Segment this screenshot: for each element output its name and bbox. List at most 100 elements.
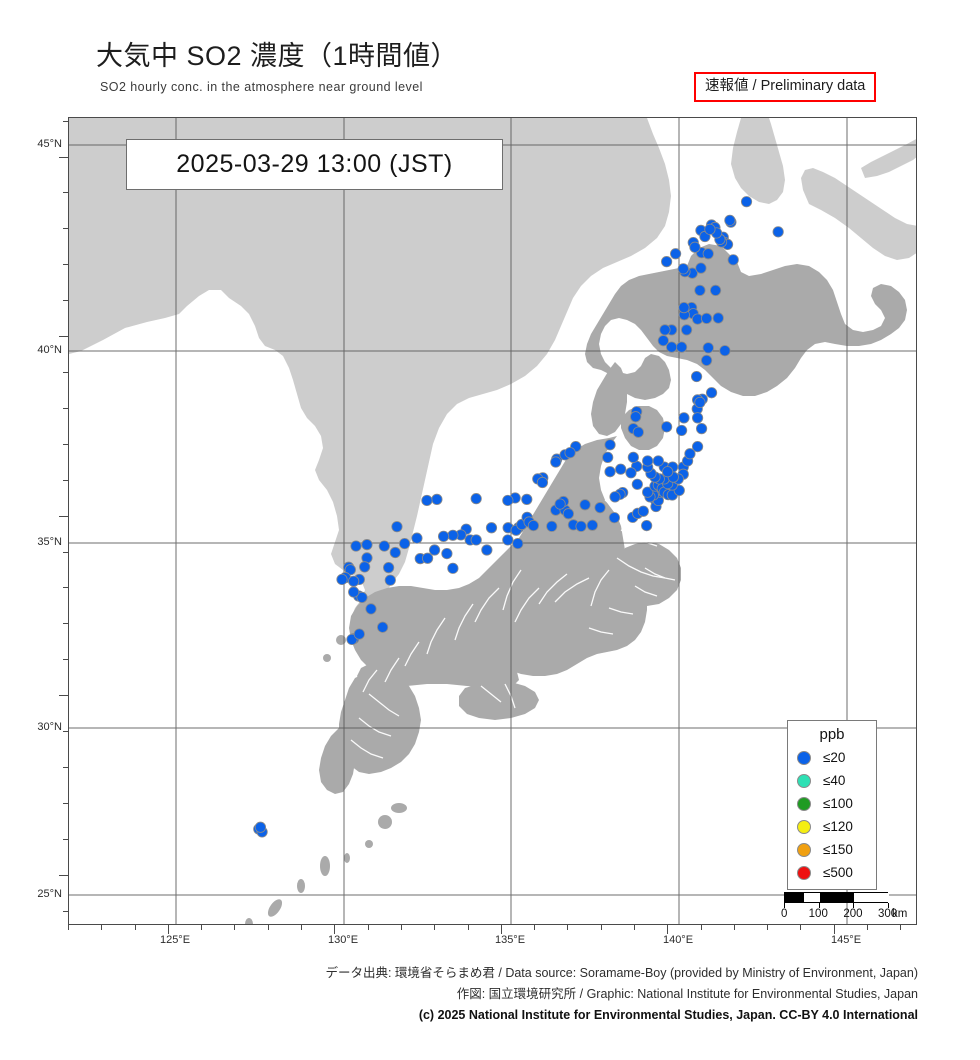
legend-label: ≤150 [823, 842, 853, 857]
station-marker [527, 519, 540, 532]
station-marker [724, 214, 736, 226]
station-markers-layer [253, 196, 784, 838]
legend-item[interactable]: ≤20 [788, 746, 876, 769]
header: 大気中 SO2 濃度（1時間値） SO2 hourly conc. in the… [0, 0, 980, 117]
legend-item[interactable]: ≤500 [788, 861, 876, 884]
station-marker [562, 508, 575, 520]
legend-swatch [797, 750, 811, 765]
station-marker [470, 534, 482, 546]
scale-bar-labels: 0 100 200 300 km [781, 908, 920, 924]
station-marker [694, 396, 706, 409]
legend-swatch [797, 819, 811, 834]
y-tick-25n: 25°N [37, 888, 62, 900]
station-marker [447, 529, 459, 541]
x-tick-125e: 125°E [159, 934, 191, 946]
x-major-tick [667, 925, 669, 934]
station-marker [383, 562, 395, 574]
scale-bar-segment [785, 893, 805, 902]
y-minor-tick [63, 407, 68, 409]
station-marker [447, 562, 459, 574]
station-marker [350, 540, 362, 552]
station-marker [709, 284, 722, 296]
legend-item[interactable]: ≤120 [788, 815, 876, 838]
station-marker [678, 302, 690, 314]
legend-item[interactable]: ≤40 [788, 769, 876, 792]
station-marker [695, 423, 708, 435]
station-marker [398, 537, 411, 550]
station-marker [604, 439, 616, 451]
y-tick-30n: 30°N [37, 721, 62, 733]
station-marker [384, 574, 396, 586]
station-marker [740, 196, 753, 208]
scale-bar-segment [804, 893, 820, 902]
legend-label: ≤500 [823, 865, 853, 880]
station-marker [602, 451, 614, 463]
y-tick-40n: 40°N [37, 344, 62, 356]
station-marker [512, 537, 524, 550]
legend-item[interactable]: ≤100 [788, 792, 876, 815]
x-major-tick [833, 925, 835, 934]
x-major-tick [334, 925, 336, 934]
legend-title: ppb [819, 726, 845, 743]
iki-island [323, 654, 331, 662]
x-minor-tick [600, 925, 602, 930]
x-minor-tick [534, 925, 536, 930]
y-major-tick [59, 695, 68, 697]
y-minor-tick [63, 659, 68, 661]
small-island-a [365, 840, 373, 848]
scale-bar-tick [853, 903, 855, 908]
station-marker [704, 223, 716, 235]
x-major-tick [167, 925, 169, 934]
station-marker [727, 254, 739, 266]
y-major-tick [59, 156, 68, 158]
x-minor-tick [101, 925, 103, 930]
small-island-b [344, 853, 350, 863]
page-title: 大気中 SO2 濃度（1時間値） [96, 41, 459, 71]
y-minor-tick [63, 802, 68, 804]
legend-rows: ≤20 ≤40 ≤100 ≤120 ≤150 ≤500 [788, 746, 876, 884]
scale-bar-tick [784, 903, 785, 908]
station-marker [348, 575, 360, 587]
x-tick-135e: 135°E [494, 934, 526, 946]
scale-bar-unit: km [892, 908, 908, 920]
station-marker [677, 263, 689, 275]
station-marker [615, 463, 627, 475]
kyushu-shape [339, 670, 421, 774]
okinawa-island [267, 899, 283, 917]
amami-island [320, 856, 330, 876]
y-tick-45n: 45°N [37, 138, 62, 150]
x-minor-tick [634, 925, 635, 930]
japan-landmass [245, 244, 907, 924]
station-marker [536, 476, 549, 489]
x-major-tick [500, 925, 502, 934]
footer: データ出典: 環境省そらまめ君 / Data source: Soramame-… [0, 963, 980, 1026]
station-marker [336, 573, 348, 586]
map-plot-area[interactable] [68, 117, 917, 925]
y-minor-tick [63, 443, 68, 445]
kume-island [245, 918, 253, 924]
y-minor-tick [63, 300, 68, 302]
y-minor-tick [63, 587, 68, 589]
station-marker [502, 534, 514, 546]
x-minor-tick [767, 925, 769, 930]
y-minor-tick [63, 731, 68, 733]
preliminary-data-badge: 速報値 / Preliminary data [694, 72, 877, 102]
y-minor-tick [63, 623, 68, 625]
y-minor-tick [63, 120, 68, 122]
station-marker [661, 256, 673, 268]
scale-bar-label: 200 [843, 908, 863, 920]
x-minor-tick [234, 925, 236, 930]
station-marker [441, 547, 453, 560]
y-major-tick [59, 336, 68, 338]
station-marker [421, 494, 433, 507]
asia-mainland-shape [69, 118, 671, 632]
scale-bar-label: 100 [808, 908, 828, 920]
station-marker [642, 486, 654, 498]
oshima-peninsula-shape [591, 362, 627, 436]
x-minor-tick [434, 925, 436, 930]
station-marker [712, 312, 724, 324]
x-minor-tick [400, 925, 402, 930]
station-marker [437, 530, 450, 542]
station-marker [546, 520, 558, 532]
legend-item[interactable]: ≤150 [788, 838, 876, 861]
